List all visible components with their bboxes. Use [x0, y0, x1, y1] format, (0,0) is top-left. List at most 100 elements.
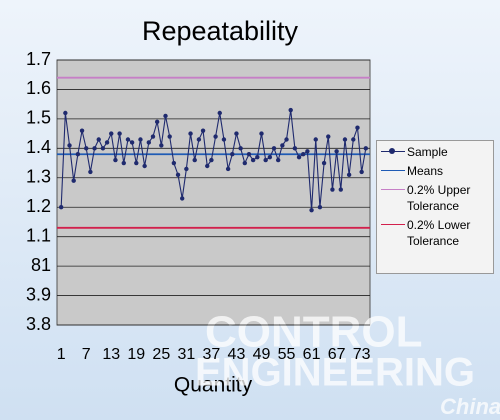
y-tick-label: 1.4	[26, 137, 51, 157]
series-line	[60, 109, 367, 211]
data-point	[342, 137, 348, 142]
data-point	[109, 131, 114, 136]
y-tick-label: 3.8	[26, 314, 51, 334]
data-point	[200, 128, 206, 133]
data-point	[125, 137, 131, 142]
data-point	[96, 137, 101, 142]
data-point	[246, 152, 252, 157]
data-point	[221, 137, 227, 142]
data-point	[129, 140, 135, 145]
legend-item: Means	[379, 163, 491, 179]
data-point	[163, 113, 168, 119]
data-point	[84, 146, 89, 151]
x-tick-label: 7	[82, 346, 91, 363]
data-point	[263, 157, 268, 163]
data-point	[284, 137, 289, 142]
x-tick-label: 13	[102, 346, 120, 363]
data-point	[355, 125, 360, 130]
data-point	[180, 196, 185, 201]
x-tick-label: 25	[152, 346, 170, 363]
data-point	[309, 207, 314, 213]
y-tick-label: 1.5	[26, 108, 51, 128]
x-tick-label: 61	[303, 346, 321, 363]
x-tick-label: 37	[203, 346, 221, 363]
data-point	[271, 146, 277, 151]
data-point	[75, 152, 81, 157]
data-point	[275, 157, 281, 163]
x-tick-label: 67	[328, 346, 346, 363]
data-point	[92, 146, 97, 151]
data-point	[326, 134, 331, 139]
data-point	[121, 160, 126, 166]
data-point	[67, 143, 72, 148]
legend-swatch	[379, 217, 407, 231]
data-point	[134, 160, 139, 166]
x-tick-label: 19	[127, 346, 145, 363]
data-point	[167, 134, 172, 139]
data-point	[159, 143, 164, 148]
legend-swatch	[379, 182, 407, 196]
data-point	[338, 187, 343, 192]
data-point	[225, 166, 231, 172]
y-tick-label: 81	[31, 255, 51, 275]
legend-item: 0.2% Lower Tolerance	[379, 217, 491, 249]
data-point	[321, 160, 327, 166]
data-point	[79, 128, 85, 133]
legend-item: Sample	[379, 144, 491, 160]
legend-swatch	[379, 163, 407, 177]
x-tick-label: 73	[353, 346, 371, 363]
data-point	[175, 172, 181, 178]
data-point	[63, 110, 68, 116]
data-point	[213, 134, 218, 139]
data-point	[196, 137, 202, 142]
data-point	[317, 205, 323, 210]
data-point	[296, 154, 302, 160]
x-tick-label: 49	[253, 346, 271, 363]
data-point	[230, 152, 235, 157]
y-tick-label: 1.3	[26, 167, 51, 187]
data-point	[117, 131, 122, 136]
legend-item: 0.2% Upper Tolerance	[379, 182, 491, 214]
data-point	[113, 157, 118, 163]
data-point	[88, 169, 93, 175]
y-tick-label: 1.2	[26, 196, 51, 216]
legend-label: Means	[407, 164, 444, 178]
data-point	[238, 146, 243, 151]
legend-label: 0.2% Lower Tolerance	[407, 218, 471, 248]
data-point	[138, 137, 143, 142]
y-tick-label: 3.9	[26, 284, 51, 304]
data-point	[288, 107, 293, 113]
data-point	[217, 110, 222, 116]
data-point	[305, 149, 310, 154]
watermark: CONTROL	[205, 308, 423, 357]
data-point	[171, 160, 177, 166]
data-point	[154, 119, 160, 125]
x-tick-label: 43	[228, 346, 246, 363]
data-point	[334, 149, 339, 154]
data-point	[280, 143, 285, 148]
data-point	[146, 140, 152, 145]
data-point	[104, 140, 110, 145]
x-tick-label: 31	[177, 346, 195, 363]
data-point	[255, 154, 260, 160]
data-point	[259, 131, 264, 136]
legend-label: 0.2% Upper Tolerance	[407, 183, 471, 213]
legend-swatch	[379, 144, 407, 158]
chart-title: Repeatability	[142, 16, 299, 46]
x-axis-label: Quantity	[174, 374, 253, 397]
data-point	[58, 205, 64, 210]
data-point	[330, 187, 335, 192]
watermark: ENGINEERING	[195, 351, 475, 395]
data-point	[267, 154, 273, 160]
data-point	[142, 163, 147, 169]
legend-label: Sample	[407, 145, 448, 159]
data-point	[209, 157, 214, 163]
y-tick-label: 1.1	[26, 225, 51, 245]
data-point	[150, 134, 156, 139]
data-point	[100, 146, 106, 151]
x-tick-label: 55	[278, 346, 296, 363]
data-point	[234, 131, 239, 136]
data-point	[363, 146, 369, 151]
